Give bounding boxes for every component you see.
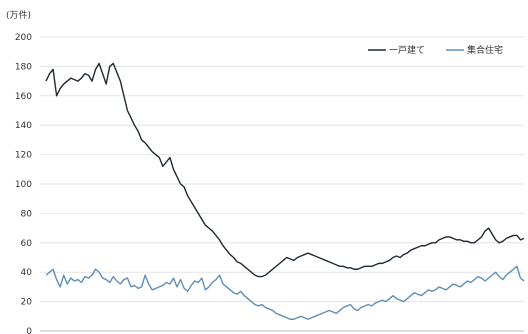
y-tick-label: 80	[21, 209, 33, 219]
y-tick-label: 60	[21, 239, 33, 249]
y-tick-label: 40	[21, 268, 33, 278]
y-tick-label: 120	[15, 151, 32, 161]
series-line-1	[45, 62, 525, 278]
grid-lines	[40, 36, 524, 332]
y-tick-label: 180	[15, 62, 32, 72]
y-tick-label: 200	[15, 33, 32, 43]
series-lines	[45, 62, 525, 320]
y-tick-label: 140	[15, 121, 32, 131]
legend-label-2: 集合住宅	[467, 44, 503, 56]
legend-label-1: 一戸建て	[389, 44, 425, 56]
y-tick-label: 0	[26, 327, 32, 334]
y-tick-label: 20	[21, 298, 33, 308]
series-line-2	[45, 265, 525, 320]
y-unit-label: (万件)	[6, 9, 31, 21]
y-tick-label: 160	[15, 92, 32, 102]
y-tick-label: 100	[15, 180, 32, 190]
y-axis-ticks: 0 20 40 60 80 100 120 140 160 180 200	[15, 33, 32, 334]
legend: 一戸建て 集合住宅	[368, 44, 503, 56]
